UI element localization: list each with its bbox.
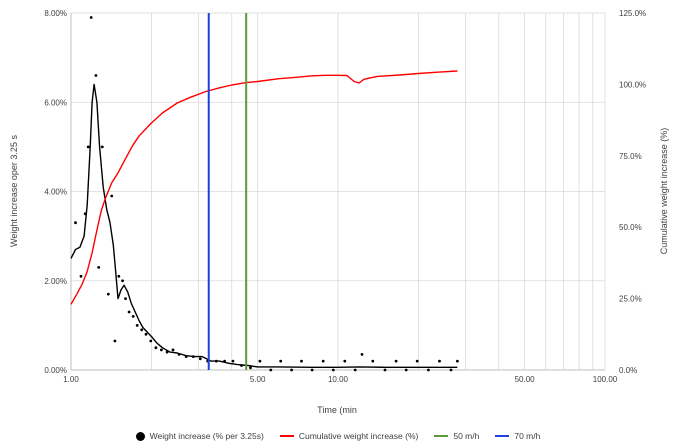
scatter-point: [121, 279, 124, 283]
y-left-tick-label: 6.00%: [44, 98, 67, 107]
scatter-point: [404, 368, 408, 372]
scatter-point: [449, 368, 453, 372]
scatter-point: [94, 74, 98, 77]
scatter-point: [160, 348, 163, 352]
x-axis-title: Time (min: [317, 405, 357, 415]
scatter-point: [154, 346, 158, 350]
scatter-point: [149, 339, 153, 343]
y-left-tick-label: 0.00%: [44, 366, 67, 375]
scatter-point: [231, 359, 235, 363]
scatter-point: [127, 310, 131, 314]
y-left-axis-title: Weight increase oper 3.25 s: [9, 135, 19, 247]
scatter-point: [106, 292, 110, 296]
scatter-point: [258, 359, 262, 363]
weight-increase-smoothed-line: [70, 83, 458, 368]
scatter-point: [415, 359, 419, 363]
x-tick-label: 1.00: [63, 375, 79, 384]
scatter-point: [110, 194, 114, 198]
y-right-tick-label: 100.0%: [619, 80, 646, 89]
legend-label: Weight increase (% per 3.25s): [149, 431, 264, 441]
legend-label: 70 m/h: [514, 431, 541, 441]
cumulative-weight-increase-line: [70, 70, 458, 305]
scatter-point: [394, 359, 398, 363]
scatter-point: [321, 359, 325, 363]
scatter-point: [353, 368, 357, 372]
scatter-point: [74, 221, 77, 225]
y-right-axis-ticks: 0.0% 25.0% 50.0% 75.0% 100.0% 125.0%: [619, 9, 646, 375]
weight-increase-scatter-series: [74, 16, 459, 372]
legend-green-line-icon: [434, 435, 449, 437]
legend-item-70mh: 70 m/h: [495, 431, 540, 441]
y-left-tick-label: 4.00%: [44, 188, 67, 197]
scatter-point: [310, 368, 314, 372]
legend-item-50mh: 50 m/h: [434, 431, 479, 441]
scatter-point: [331, 368, 335, 372]
x-axis-ticks: 1.00 5.00 10.00 50.00 100.00: [63, 375, 618, 384]
legend: Weight increase (% per 3.25s) Cumulative…: [0, 429, 676, 443]
scatter-point: [135, 324, 139, 327]
series-layer: [70, 13, 459, 372]
y-right-tick-label: 0.0%: [619, 366, 637, 375]
scatter-point: [113, 339, 117, 343]
scatter-point: [86, 145, 90, 149]
x-tick-label: 100.00: [593, 375, 618, 384]
legend-item-weight-increase: Weight increase (% per 3.25s): [135, 431, 264, 441]
scatter-point: [89, 16, 93, 19]
scatter-point: [144, 332, 148, 336]
y-right-tick-label: 50.0%: [619, 223, 642, 232]
y-right-tick-label: 125.0%: [619, 9, 646, 18]
scatter-point: [383, 368, 387, 372]
scatter-point: [97, 266, 101, 269]
scatter-point: [343, 359, 347, 363]
scatter-point: [198, 357, 202, 361]
scatter-point: [456, 359, 459, 363]
scatter-point: [279, 359, 283, 363]
scatter-point: [79, 274, 83, 278]
x-tick-label: 5.00: [250, 375, 266, 384]
scatter-point: [360, 353, 364, 356]
scatter-point: [140, 328, 144, 332]
legend-label: Cumulative weight increase (%): [298, 431, 419, 441]
scatter-point: [249, 366, 252, 370]
x-tick-label: 50.00: [515, 375, 536, 384]
scatter-point: [100, 145, 104, 149]
legend-label: 50 m/h: [453, 431, 480, 441]
y-left-tick-label: 8.00%: [44, 9, 67, 18]
scatter-point: [117, 274, 121, 278]
legend-red-line-icon: [279, 435, 294, 437]
legend-blue-line-icon: [495, 435, 510, 437]
scatter-point: [427, 368, 430, 372]
y-right-axis-title: Cumulative weight increase (%): [659, 128, 669, 255]
gridlines: [70, 12, 606, 371]
y-right-tick-label: 75.0%: [619, 152, 642, 161]
scatter-point: [131, 315, 135, 318]
scatter-point: [371, 359, 375, 363]
scatter-point: [300, 359, 303, 363]
legend-dot-marker-icon: [135, 431, 145, 441]
y-left-tick-label: 2.00%: [44, 277, 67, 286]
legend-item-cumulative: Cumulative weight increase (%): [279, 431, 419, 441]
y-right-tick-label: 25.0%: [619, 295, 642, 304]
scatter-point: [438, 359, 441, 363]
x-tick-label: 10.00: [328, 375, 349, 384]
scatter-point: [269, 368, 273, 372]
scatter-point: [290, 368, 293, 372]
y-left-axis-ticks: 0.00% 2.00% 4.00% 6.00% 8.00%: [44, 9, 67, 375]
scatter-point: [171, 348, 175, 352]
scatter-point: [124, 297, 127, 300]
